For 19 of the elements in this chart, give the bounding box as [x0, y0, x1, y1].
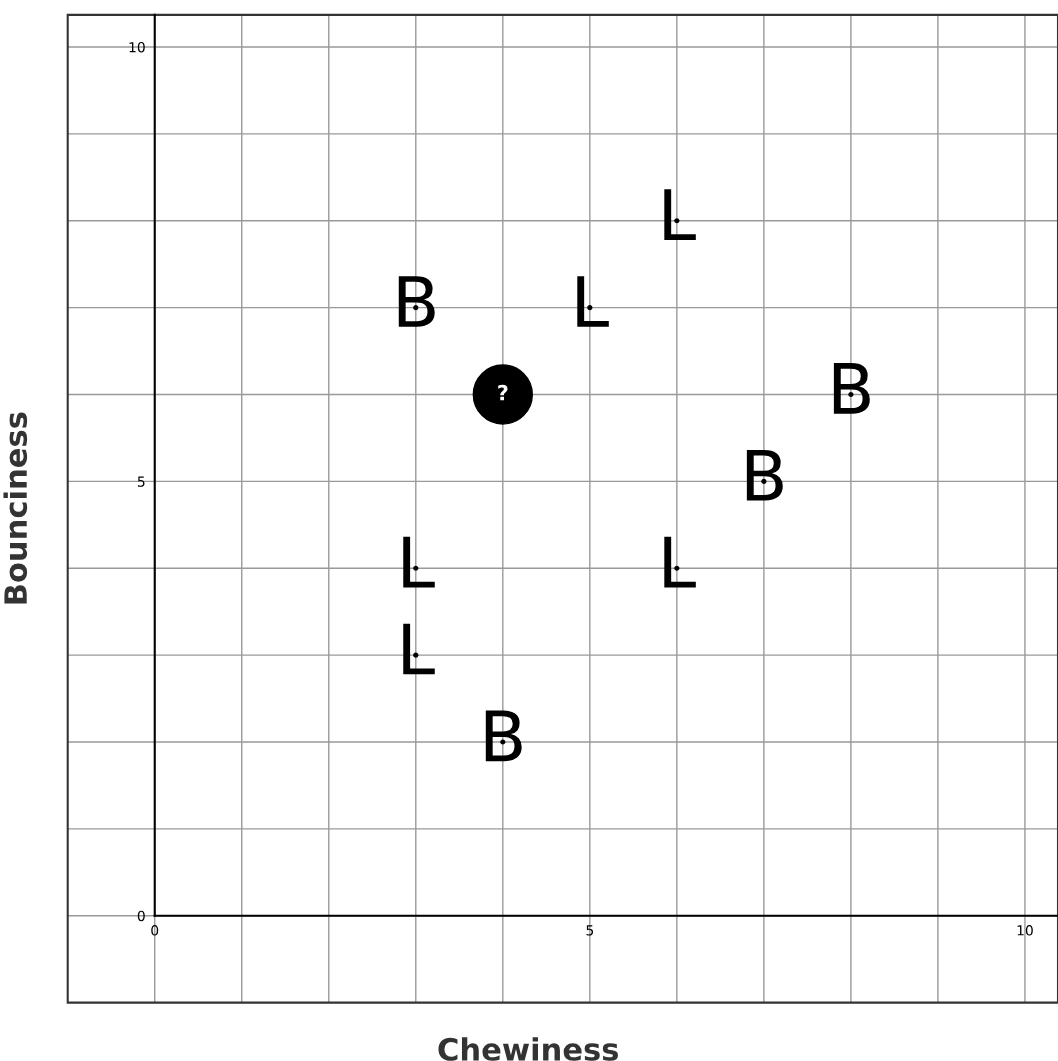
text: L — [577, 276, 609, 327]
x-tick-label: 10 — [1017, 925, 1033, 936]
text: L — [403, 623, 435, 675]
y-tick-label: 0 — [137, 910, 145, 922]
text: L — [664, 189, 696, 240]
x-tick-label: 5 — [586, 925, 594, 936]
x-axis-title: Chewiness — [438, 1037, 618, 1061]
text: L — [403, 536, 435, 588]
series-label: B — [746, 449, 783, 501]
text: B — [485, 710, 522, 762]
series-label: ? — [498, 384, 508, 401]
point — [472, 364, 533, 425]
series-label: L — [664, 536, 696, 588]
y-axis-title: Bounciness — [3, 412, 28, 604]
text: B — [833, 363, 870, 414]
y-tick-label: 10 — [129, 41, 145, 53]
text: B — [398, 276, 435, 327]
y-tick-label: 5 — [137, 476, 145, 487]
x-tick-label: 0 — [151, 925, 159, 936]
